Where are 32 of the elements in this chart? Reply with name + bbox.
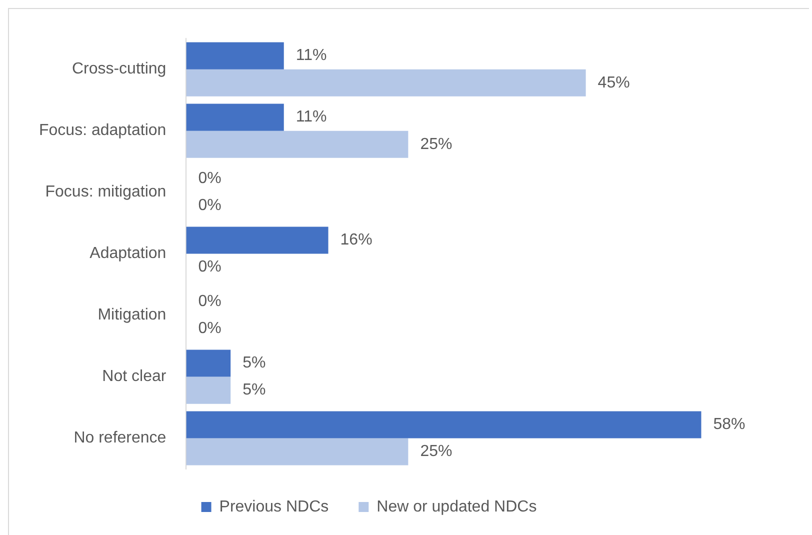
data-label: 11% xyxy=(296,47,327,64)
bar xyxy=(186,69,586,96)
data-label: 58% xyxy=(713,416,746,434)
y-tick-label: Not clear xyxy=(102,368,167,386)
y-tick-label: Focus: mitigation xyxy=(45,184,166,201)
data-label: 11% xyxy=(296,108,327,126)
data-label: 25% xyxy=(420,136,452,153)
data-label: 5% xyxy=(242,382,266,399)
y-tick-label: Focus: adaptation xyxy=(38,122,166,140)
data-label: 0% xyxy=(198,170,222,188)
data-label: 0% xyxy=(198,320,222,338)
bar xyxy=(186,350,231,377)
data-label: 5% xyxy=(242,354,266,372)
bar xyxy=(186,42,284,70)
data-label: 0% xyxy=(198,197,222,214)
bar xyxy=(186,130,408,158)
bar xyxy=(186,438,408,466)
y-tick-label: Adaptation xyxy=(90,245,166,262)
y-tick-label: No reference xyxy=(74,430,166,447)
data-label: 0% xyxy=(198,258,222,276)
data-label: 16% xyxy=(340,232,372,249)
data-label: 25% xyxy=(420,443,452,460)
data-label: 0% xyxy=(198,293,222,310)
y-tick-label: Cross-cutting xyxy=(72,60,166,78)
data-label: 45% xyxy=(598,74,630,92)
bar xyxy=(186,104,284,131)
bar xyxy=(186,376,231,404)
bar xyxy=(186,226,328,254)
legend-label: New or updated NDCs xyxy=(376,498,537,516)
bar xyxy=(186,411,702,438)
y-tick-label: Mitigation xyxy=(98,306,166,324)
legend-label: Previous NDCs xyxy=(219,498,329,516)
